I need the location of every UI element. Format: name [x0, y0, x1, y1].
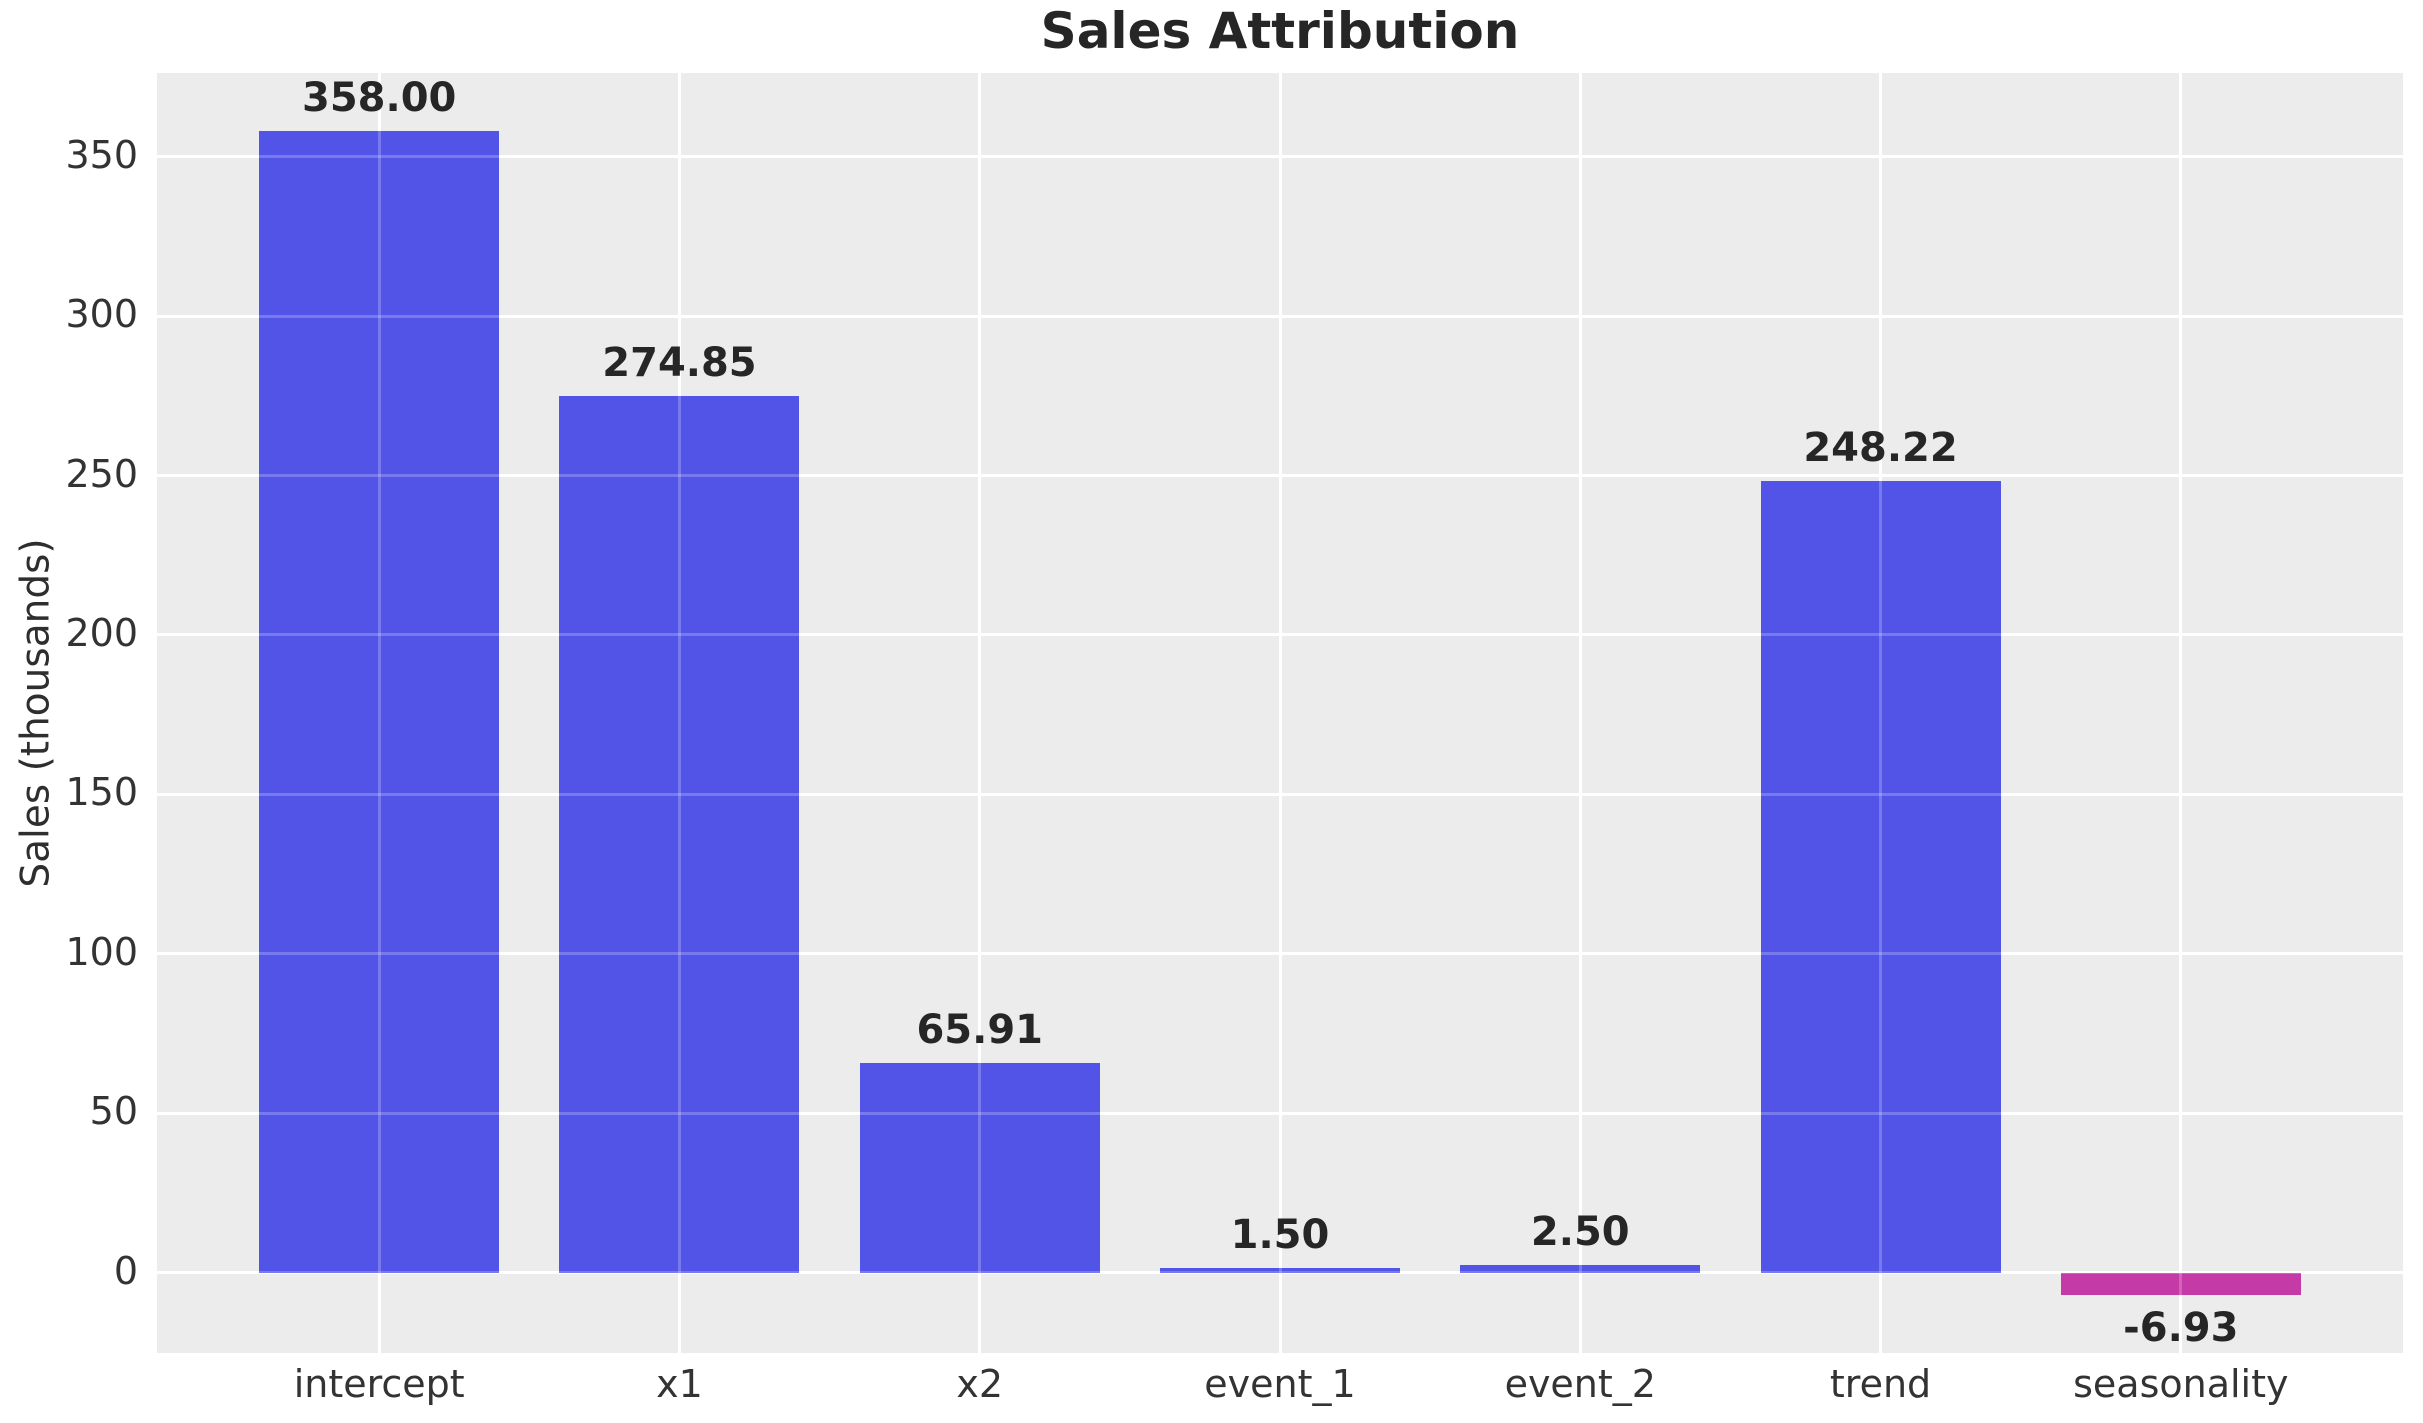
gridline-horizontal-overlay	[157, 1271, 2403, 1275]
bar-value-label: 358.00	[302, 75, 457, 122]
x-tick-label-event_2: event_2	[1504, 1362, 1656, 1406]
gridline-vertical-overlay	[978, 73, 982, 1353]
y-tick-label: 0	[113, 1248, 138, 1293]
gridline-vertical	[1278, 73, 1282, 1353]
bar-x2	[859, 1062, 1100, 1273]
bar-seasonality	[2060, 1272, 2301, 1295]
x-tick-label-seasonality: seasonality	[2073, 1362, 2289, 1406]
y-tick-label: 350	[65, 132, 138, 177]
gridline-vertical-overlay	[677, 73, 681, 1353]
y-tick-label: 150	[65, 770, 138, 815]
bar-value-label: 248.22	[1803, 425, 1958, 472]
bar-value-label: 1.50	[1230, 1211, 1330, 1258]
gridline-horizontal-overlay	[157, 633, 2403, 637]
gridline-vertical-overlay	[377, 73, 381, 1353]
bar-event_2	[1460, 1264, 1701, 1273]
bar-value-label: -6.93	[2123, 1304, 2239, 1351]
gridline-vertical-overlay	[1578, 73, 1582, 1353]
x-tick-label-intercept: intercept	[293, 1362, 465, 1406]
bar-value-label: 274.85	[602, 340, 757, 387]
bar-trend	[1760, 481, 2001, 1273]
gridline-vertical	[1578, 73, 1582, 1353]
x-tick-label-trend: trend	[1829, 1362, 1932, 1406]
x-tick-label-x2: x2	[956, 1362, 1004, 1406]
y-tick-label: 250	[65, 451, 138, 496]
gridline-horizontal-overlay	[157, 314, 2403, 318]
x-tick-label-event_1: event_1	[1204, 1362, 1356, 1406]
gridline-horizontal-overlay	[157, 155, 2403, 159]
x-tick-label-x1: x1	[656, 1362, 703, 1406]
gridline-vertical	[978, 73, 982, 1353]
bar-value-label: 2.50	[1530, 1208, 1630, 1255]
plot-area	[157, 73, 2403, 1353]
y-axis-label: Sales (thousands)	[13, 538, 59, 888]
bar-event_1	[1160, 1267, 1400, 1273]
gridline-horizontal-overlay	[157, 792, 2403, 796]
gridline-horizontal-overlay	[157, 474, 2403, 478]
y-tick-label: 200	[65, 610, 138, 655]
gridline-horizontal-overlay	[157, 1111, 2403, 1115]
bar-x1	[559, 396, 800, 1273]
gridline-horizontal-overlay	[157, 952, 2403, 956]
gridline-vertical-overlay	[1278, 73, 1282, 1353]
chart-title: Sales Attribution	[1040, 2, 1520, 60]
bar-intercept	[259, 131, 500, 1273]
y-tick-label: 100	[65, 929, 138, 974]
gridline-vertical	[2179, 73, 2183, 1353]
gridline-vertical-overlay	[2179, 73, 2183, 1353]
y-tick-label: 300	[65, 291, 138, 336]
gridline-vertical-overlay	[1879, 73, 1883, 1353]
y-tick-label: 50	[89, 1089, 138, 1134]
bar-value-label: 65.91	[916, 1006, 1043, 1053]
